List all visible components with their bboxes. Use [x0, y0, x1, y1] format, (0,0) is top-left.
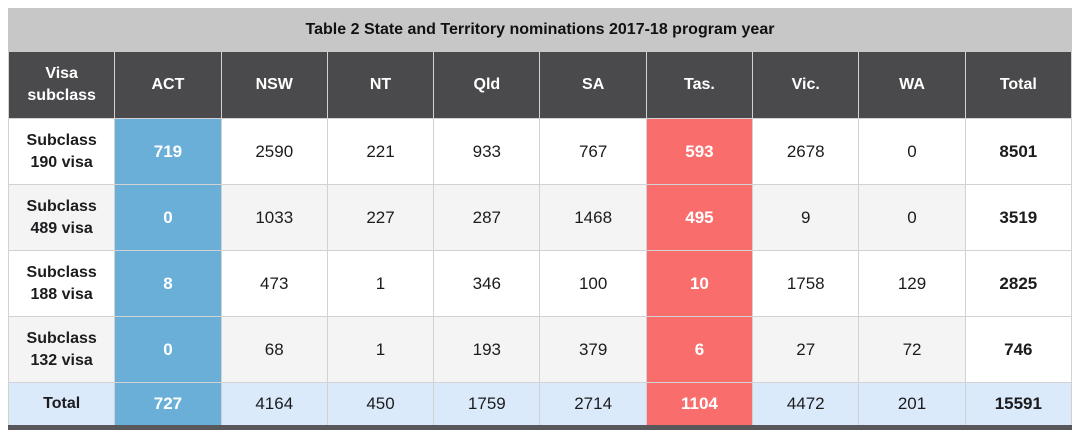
- table-cell-act-subclass-132-visa: 0: [114, 316, 222, 383]
- table-row-subclass-132-visa: Subclass 132 visa 0 68 1 193 379 6 27 72 746: [7, 316, 1073, 383]
- table-cell-vic-subclass-188-visa: 1758: [752, 250, 860, 317]
- table-cell-vic-subclass-489-visa: 9: [752, 184, 860, 251]
- table-cell-vic-subclass-132-visa: 27: [752, 316, 860, 383]
- row-label-subclass-132-visa: Subclass 132 visa: [7, 316, 116, 383]
- table-cell-vic-subclass-190-visa: 2678: [752, 118, 860, 185]
- table-cell-sa-subclass-132-visa: 379: [539, 316, 647, 383]
- table-body: Subclass 190 visa 719 2590 221 933 767 593 2678…: [7, 118, 1073, 428]
- table-cell-qld-subclass-188-visa: 346: [433, 250, 541, 317]
- table-cell-total-subclass-132-visa: 746: [964, 316, 1073, 383]
- column-header-vic: Vic.: [752, 51, 860, 119]
- table-cell-act-subclass-489-visa: 0: [114, 184, 222, 251]
- table-cell-qld-subclass-132-visa: 193: [433, 316, 541, 383]
- column-header-nt: NT: [326, 51, 435, 119]
- column-header-sa: SA: [539, 51, 647, 119]
- table-cell-tas-subclass-489-visa: 495: [645, 184, 754, 251]
- row-label-subclass-188-visa: Subclass 188 visa: [7, 250, 116, 317]
- table-row-subclass-190-visa: Subclass 190 visa 719 2590 221 933 767 593 2678…: [7, 118, 1073, 185]
- table-cell-nt-total: 450: [326, 382, 435, 428]
- table-cell-sa-subclass-489-visa: 1468: [539, 184, 647, 251]
- table-cell-nt-subclass-190-visa: 221: [326, 118, 435, 185]
- table-cell-nt-subclass-188-visa: 1: [326, 250, 435, 317]
- table-title-row: Table 2 State and Territory nominations …: [8, 8, 1072, 52]
- table-row-subclass-188-visa: Subclass 188 visa 8 473 1 346 100 10 1758 129 282…: [7, 250, 1073, 317]
- table-cell-qld-subclass-190-visa: 933: [433, 118, 541, 185]
- column-header-total: Total: [964, 51, 1073, 119]
- table-cell-wa-subclass-489-visa: 0: [858, 184, 966, 251]
- table-cell-tas-subclass-132-visa: 6: [645, 316, 754, 383]
- table-cell-vic-total: 4472: [752, 382, 860, 428]
- table-header-row: Visa subclass ACT NSW NT Qld SA Tas. Vic…: [7, 51, 1073, 119]
- table-cell-wa-subclass-190-visa: 0: [858, 118, 966, 185]
- table-cell-nsw-subclass-188-visa: 473: [220, 250, 328, 317]
- column-header-act: ACT: [114, 51, 222, 119]
- table-cell-act-subclass-190-visa: 719: [114, 118, 222, 185]
- column-header-wa: WA: [858, 51, 966, 119]
- table-cell-tas-subclass-190-visa: 593: [645, 118, 754, 185]
- column-header-qld: Qld: [433, 51, 541, 119]
- column-header-tas: Tas.: [645, 51, 754, 119]
- table-cell-qld-total: 1759: [433, 382, 541, 428]
- column-header-visa-subclass: Visa subclass: [7, 51, 116, 119]
- table-cell-sa-subclass-190-visa: 767: [539, 118, 647, 185]
- table-cell-wa-subclass-188-visa: 129: [858, 250, 966, 317]
- table-cell-act-subclass-188-visa: 8: [114, 250, 222, 317]
- table-cell-wa-total: 201: [858, 382, 966, 428]
- table-cell-tas-total: 1104: [645, 382, 754, 428]
- table-cell-wa-subclass-132-visa: 72: [858, 316, 966, 383]
- table-cell-tas-subclass-188-visa: 10: [645, 250, 754, 317]
- table-cell-qld-subclass-489-visa: 287: [433, 184, 541, 251]
- nominations-table: Table 2 State and Territory nominations …: [7, 8, 1073, 430]
- table-title: Table 2 State and Territory nominations …: [8, 8, 1072, 52]
- table-cell-total-total: 15591: [964, 382, 1073, 428]
- table-row-subclass-489-visa: Subclass 489 visa 0 1033 227 287 1468 495 9 0 351…: [7, 184, 1073, 251]
- table-cell-nsw-subclass-489-visa: 1033: [220, 184, 328, 251]
- table-cell-nt-subclass-489-visa: 227: [326, 184, 435, 251]
- table-cell-nsw-total: 4164: [220, 382, 328, 428]
- table-cell-total-subclass-489-visa: 3519: [964, 184, 1073, 251]
- table-cell-total-subclass-188-visa: 2825: [964, 250, 1073, 317]
- table-cell-sa-total: 2714: [539, 382, 647, 428]
- table-cell-nsw-subclass-132-visa: 68: [220, 316, 328, 383]
- table-cell-act-total: 727: [114, 382, 222, 428]
- row-label-subclass-190-visa: Subclass 190 visa: [7, 118, 116, 185]
- row-label-subclass-489-visa: Subclass 489 visa: [7, 184, 116, 251]
- table-cell-total-subclass-190-visa: 8501: [964, 118, 1073, 185]
- table-cell-nsw-subclass-190-visa: 2590: [220, 118, 328, 185]
- table-cell-sa-subclass-188-visa: 100: [539, 250, 647, 317]
- table-cell-nt-subclass-132-visa: 1: [326, 316, 435, 383]
- total-row: Total 727 4164 450 1759 2714 1104 4472 201 15591: [7, 382, 1073, 428]
- row-label-total: Total: [7, 382, 116, 428]
- column-header-nsw: NSW: [220, 51, 328, 119]
